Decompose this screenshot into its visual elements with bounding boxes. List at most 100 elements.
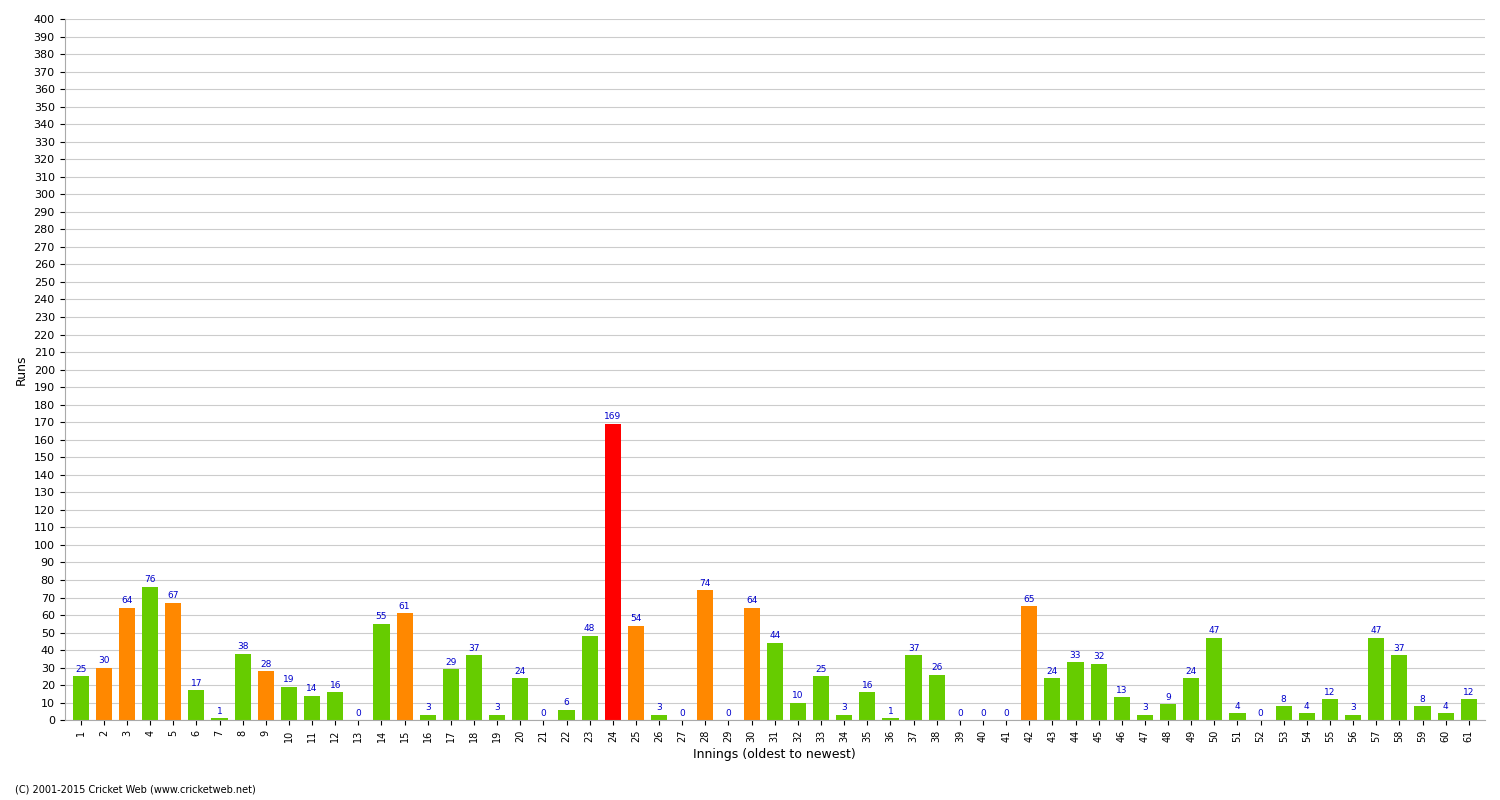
Bar <box>582 636 598 720</box>
Text: 67: 67 <box>168 591 178 600</box>
Text: 24: 24 <box>1185 666 1197 675</box>
Bar <box>466 655 482 720</box>
Text: 3: 3 <box>495 703 500 712</box>
Text: 29: 29 <box>446 658 456 666</box>
Text: 17: 17 <box>190 678 202 688</box>
Bar <box>882 718 898 720</box>
Text: 44: 44 <box>770 631 780 641</box>
Bar <box>1414 706 1431 720</box>
Bar <box>766 643 783 720</box>
Text: 37: 37 <box>908 644 920 653</box>
Text: 1: 1 <box>888 707 894 716</box>
Bar <box>790 702 806 720</box>
Bar <box>1322 699 1338 720</box>
Bar <box>420 715 436 720</box>
X-axis label: Innings (oldest to newest): Innings (oldest to newest) <box>693 748 856 761</box>
Bar <box>1461 699 1478 720</box>
Bar <box>258 671 274 720</box>
Bar <box>1368 638 1384 720</box>
Text: 48: 48 <box>584 625 596 634</box>
Text: 37: 37 <box>468 644 480 653</box>
Text: 3: 3 <box>842 703 848 712</box>
Text: 16: 16 <box>861 681 873 690</box>
Bar <box>1137 715 1154 720</box>
Text: 4: 4 <box>1443 702 1449 710</box>
Text: 4: 4 <box>1234 702 1240 710</box>
Text: 74: 74 <box>699 579 711 588</box>
Text: 38: 38 <box>237 642 249 651</box>
Bar <box>442 670 459 720</box>
Bar <box>1299 714 1316 720</box>
Bar <box>1113 698 1130 720</box>
Bar <box>96 668 112 720</box>
Bar <box>859 692 876 720</box>
Text: 47: 47 <box>1371 626 1382 635</box>
Text: 8: 8 <box>1281 694 1287 703</box>
Text: 76: 76 <box>144 575 156 584</box>
Bar <box>118 608 135 720</box>
Bar <box>211 718 228 720</box>
Text: 3: 3 <box>656 703 662 712</box>
Text: 61: 61 <box>399 602 411 610</box>
Bar <box>327 692 344 720</box>
Text: 47: 47 <box>1209 626 1219 635</box>
Bar <box>280 687 297 720</box>
Text: 0: 0 <box>356 709 362 718</box>
Text: 4: 4 <box>1304 702 1310 710</box>
Bar <box>512 678 528 720</box>
Text: 10: 10 <box>792 691 804 700</box>
Text: 19: 19 <box>284 675 294 684</box>
Text: 12: 12 <box>1462 687 1474 697</box>
Bar <box>1022 606 1038 720</box>
Bar <box>1346 715 1360 720</box>
Text: 64: 64 <box>122 596 132 606</box>
Text: 3: 3 <box>1350 703 1356 712</box>
Bar <box>1068 662 1083 720</box>
Text: 0: 0 <box>980 709 986 718</box>
Text: 0: 0 <box>540 709 546 718</box>
Text: 0: 0 <box>1004 709 1010 718</box>
Bar <box>1160 705 1176 720</box>
Text: 65: 65 <box>1023 594 1035 604</box>
Text: 25: 25 <box>816 665 827 674</box>
Text: 16: 16 <box>330 681 340 690</box>
Bar <box>374 624 390 720</box>
Bar <box>628 626 644 720</box>
Bar <box>142 587 158 720</box>
Bar <box>489 715 506 720</box>
Text: 3: 3 <box>424 703 430 712</box>
Bar <box>651 715 668 720</box>
Text: 33: 33 <box>1070 650 1082 660</box>
Bar <box>304 696 320 720</box>
Text: 12: 12 <box>1324 687 1335 697</box>
Text: 14: 14 <box>306 684 318 693</box>
Text: 54: 54 <box>630 614 642 623</box>
Text: 28: 28 <box>260 659 272 669</box>
Text: 3: 3 <box>1142 703 1148 712</box>
Text: 30: 30 <box>98 656 109 665</box>
Bar <box>604 424 621 720</box>
Bar <box>1090 664 1107 720</box>
Text: 0: 0 <box>957 709 963 718</box>
Bar <box>744 608 759 720</box>
Bar <box>1184 678 1200 720</box>
Text: 24: 24 <box>514 666 526 675</box>
Bar <box>1437 714 1454 720</box>
Bar <box>813 676 830 720</box>
Text: (C) 2001-2015 Cricket Web (www.cricketweb.net): (C) 2001-2015 Cricket Web (www.cricketwe… <box>15 784 255 794</box>
Text: 25: 25 <box>75 665 87 674</box>
Bar <box>1206 638 1222 720</box>
Bar <box>165 602 182 720</box>
Bar <box>396 614 412 720</box>
Text: 8: 8 <box>1419 694 1425 703</box>
Text: 1: 1 <box>216 707 222 716</box>
Bar <box>72 676 88 720</box>
Bar <box>906 655 921 720</box>
Text: 0: 0 <box>726 709 732 718</box>
Text: 64: 64 <box>746 596 758 606</box>
Text: 26: 26 <box>932 663 942 672</box>
Text: 169: 169 <box>604 412 621 422</box>
Bar <box>1275 706 1292 720</box>
Text: 6: 6 <box>564 698 570 707</box>
Bar <box>698 590 714 720</box>
